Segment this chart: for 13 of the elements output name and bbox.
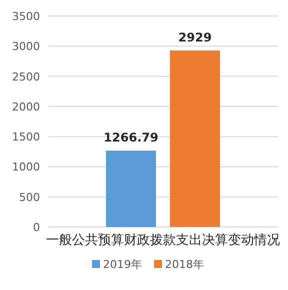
y-tick-label: 0 — [33, 221, 40, 234]
data-label: 2929 — [178, 30, 212, 44]
data-label: 1266.79 — [104, 130, 158, 145]
y-tick-label: 1500 — [12, 130, 40, 144]
y-tick-label: 1000 — [12, 160, 40, 174]
legend-label: 2018年 — [165, 258, 204, 271]
y-tick-label: 2500 — [12, 70, 40, 84]
legend-label: 2019年 — [103, 258, 142, 271]
y-tick-label: 2000 — [12, 100, 40, 114]
y-tick-label: 3500 — [12, 10, 40, 23]
x-tick-label: 一般公共预算财政拨款支出决算变动情况 — [46, 233, 280, 248]
y-tick-label: 500 — [19, 190, 40, 204]
y-tick-label: 3000 — [12, 40, 40, 54]
